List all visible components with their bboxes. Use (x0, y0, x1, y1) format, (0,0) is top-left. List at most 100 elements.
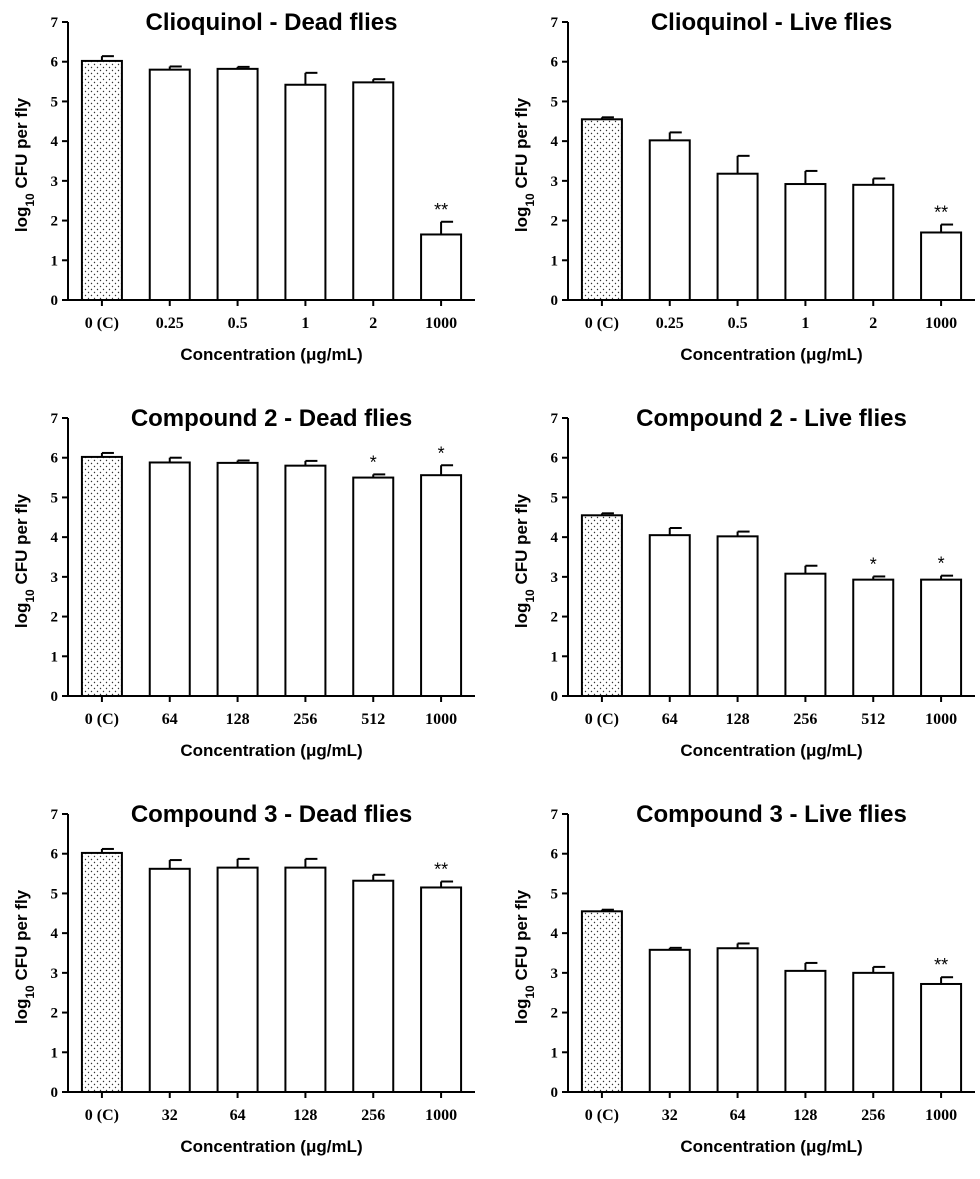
bar (920, 982, 963, 1093)
bar (148, 461, 191, 698)
y-tick-label: 3 (51, 174, 59, 190)
bar (648, 534, 691, 697)
bar (716, 172, 759, 301)
chart-panel-compound3-live: Compound 3 - Live flies 0 1 2 3 4 5 6 7 log10 CFU… (500, 792, 980, 1179)
x-tick-label: 2 (869, 315, 877, 332)
x-tick-label: 64 (662, 711, 678, 728)
y-tick-label: 6 (51, 847, 59, 863)
x-tick-label: 1 (301, 315, 309, 332)
control-bar (80, 851, 123, 1093)
y-tick-label: 7 (551, 807, 559, 823)
x-tick-label: 512 (361, 711, 385, 728)
bar (420, 233, 463, 302)
y-tick-label: 2 (551, 214, 559, 230)
bar (216, 866, 259, 1093)
y-tick-label: 0 (51, 689, 59, 705)
y-tick-label: 7 (51, 15, 59, 31)
chart-title: Clioquinol - Live flies (651, 9, 892, 36)
chart-svg: Clioquinol - Dead flies 0 1 2 3 4 5 6 7 log10 CFU… (12, 9, 475, 364)
y-tick-label: 3 (551, 570, 559, 586)
x-tick-label: 1000 (925, 1107, 957, 1124)
x-tick-label: 128 (226, 711, 250, 728)
y-tick-label: 2 (551, 610, 559, 626)
chart-panel-clioquinol-live: Clioquinol - Live flies 0 1 2 3 4 5 6 7 log10 CFU… (500, 0, 980, 387)
x-tick-label: 256 (361, 1107, 385, 1124)
significance-marker: * (370, 452, 377, 472)
y-tick-label: 2 (51, 214, 59, 230)
y-axis-label: log10 CFU per fly (12, 889, 37, 1024)
x-tick-label: 0 (C) (585, 711, 619, 728)
y-tick-label: 0 (551, 1085, 559, 1101)
x-tick-label: 0.25 (656, 315, 684, 332)
bar (420, 886, 463, 1093)
y-tick-label: 4 (51, 926, 59, 942)
x-tick-label: 0.5 (728, 315, 748, 332)
chart-title: Compound 2 - Dead flies (131, 405, 412, 432)
y-tick-label: 5 (51, 886, 59, 902)
y-tick-label: 4 (551, 530, 559, 546)
chart-svg: Compound 3 - Live flies 0 1 2 3 4 5 6 7 log10 CFU… (512, 801, 975, 1156)
significance-marker: ** (434, 200, 448, 220)
chart-title: Clioquinol - Dead flies (145, 9, 397, 36)
y-tick-label: 1 (551, 253, 559, 269)
y-tick-label: 6 (551, 847, 559, 863)
y-tick-label: 5 (51, 94, 59, 110)
x-tick-label: 64 (230, 1107, 246, 1124)
x-tick-label: 1000 (425, 315, 457, 332)
bar (852, 971, 895, 1094)
chart-panel-compound2-dead: Compound 2 - Dead flies 0 1 2 3 4 5 6 7 log10 CFU… (0, 396, 490, 783)
y-tick-label: 7 (551, 15, 559, 31)
x-tick-label: 0.25 (156, 315, 184, 332)
x-tick-label: 0 (C) (85, 1107, 119, 1124)
bar (920, 231, 963, 301)
y-tick-label: 4 (51, 134, 59, 150)
x-tick-label: 512 (861, 711, 885, 728)
y-tick-label: 4 (551, 926, 559, 942)
x-tick-label: 1000 (925, 315, 957, 332)
bar (216, 461, 259, 698)
significance-marker: ** (434, 860, 448, 880)
control-bar (80, 59, 123, 301)
bar (852, 183, 895, 301)
control-bar (80, 455, 123, 697)
bar (648, 139, 691, 301)
chart-svg: Compound 2 - Live flies 0 1 2 3 4 5 6 7 log10 CFU… (512, 405, 975, 760)
x-tick-label: 256 (293, 711, 317, 728)
x-tick-label: 128 (293, 1107, 317, 1124)
control-bar (580, 118, 623, 301)
x-tick-label: 256 (861, 1107, 885, 1124)
y-tick-label: 5 (551, 886, 559, 902)
y-tick-label: 4 (51, 530, 59, 546)
bar (352, 879, 395, 1093)
chart-title: Compound 2 - Live flies (636, 405, 907, 432)
y-tick-label: 2 (551, 1006, 559, 1022)
bar (716, 947, 759, 1093)
x-tick-label: 128 (793, 1107, 817, 1124)
bar (784, 183, 827, 301)
bar (148, 867, 191, 1094)
y-tick-label: 7 (51, 807, 59, 823)
y-tick-label: 5 (551, 490, 559, 506)
bar (784, 969, 827, 1093)
chart-svg: Compound 3 - Dead flies 0 1 2 3 4 5 6 7 log10 CFU… (12, 801, 475, 1156)
y-axis-label: log10 CFU per fly (512, 889, 537, 1024)
y-tick-label: 7 (551, 411, 559, 427)
x-tick-label: 0 (C) (85, 711, 119, 728)
bar (352, 476, 395, 697)
bar (216, 67, 259, 301)
y-tick-label: 6 (551, 451, 559, 467)
y-axis-label: log10 CFU per fly (12, 493, 37, 628)
significance-marker: * (438, 443, 445, 463)
bar (284, 464, 327, 697)
y-tick-label: 1 (551, 649, 559, 665)
x-tick-label: 0 (C) (85, 315, 119, 332)
y-tick-label: 1 (51, 253, 59, 269)
y-tick-label: 3 (551, 966, 559, 982)
bar (420, 474, 463, 697)
x-tick-label: 0 (C) (585, 315, 619, 332)
x-tick-label: 32 (662, 1107, 678, 1124)
control-bar (580, 910, 623, 1093)
chart-panel-compound2-live: Compound 2 - Live flies 0 1 2 3 4 5 6 7 log10 CFU… (500, 396, 980, 783)
x-axis-label: Concentration (μg/mL) (680, 345, 862, 364)
